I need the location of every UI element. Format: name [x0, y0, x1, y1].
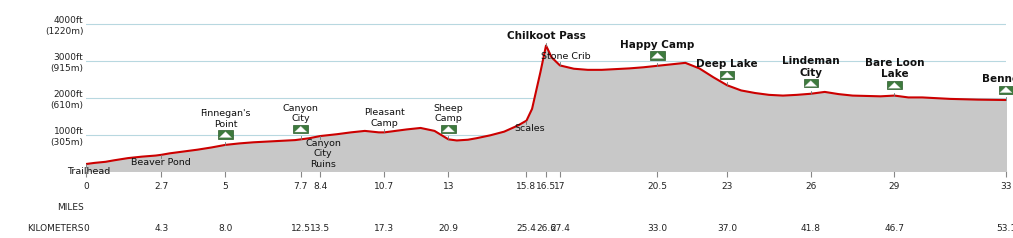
- Text: Deep Lake: Deep Lake: [696, 59, 758, 69]
- Polygon shape: [295, 126, 307, 132]
- Text: Lindeman
City: Lindeman City: [782, 56, 840, 78]
- Polygon shape: [804, 81, 816, 86]
- Text: Canyon
City: Canyon City: [283, 104, 319, 123]
- Text: MILES: MILES: [58, 203, 84, 212]
- Text: Sheep
Camp: Sheep Camp: [434, 104, 463, 123]
- Text: Bare Loon
Lake: Bare Loon Lake: [865, 58, 924, 79]
- Text: 53.1: 53.1: [996, 224, 1013, 233]
- Text: Trailhead: Trailhead: [67, 167, 110, 176]
- Text: Chilkoot Pass: Chilkoot Pass: [506, 31, 586, 41]
- Text: Bennett: Bennett: [983, 74, 1013, 84]
- Text: 12.5: 12.5: [291, 224, 311, 233]
- Text: 0: 0: [83, 224, 89, 233]
- Text: 33.0: 33.0: [647, 224, 668, 233]
- Text: 27.4: 27.4: [550, 224, 570, 233]
- FancyBboxPatch shape: [294, 125, 308, 133]
- FancyBboxPatch shape: [720, 71, 734, 79]
- Text: Finnegan's
Point: Finnegan's Point: [201, 109, 251, 129]
- FancyBboxPatch shape: [650, 51, 665, 60]
- FancyBboxPatch shape: [803, 79, 819, 87]
- Text: 8.0: 8.0: [218, 224, 233, 233]
- FancyBboxPatch shape: [999, 86, 1013, 94]
- Polygon shape: [443, 126, 455, 132]
- FancyBboxPatch shape: [442, 125, 456, 133]
- Polygon shape: [721, 72, 733, 78]
- Text: Stone Crib: Stone Crib: [541, 52, 591, 61]
- Text: 13.5: 13.5: [310, 224, 330, 233]
- Text: Pleasant
Camp: Pleasant Camp: [364, 108, 405, 128]
- Text: 25.4: 25.4: [517, 224, 537, 233]
- Polygon shape: [1000, 87, 1012, 93]
- Text: 37.0: 37.0: [717, 224, 737, 233]
- Text: 17.3: 17.3: [374, 224, 394, 233]
- FancyBboxPatch shape: [887, 81, 902, 89]
- Text: 41.8: 41.8: [801, 224, 821, 233]
- Text: 26.6: 26.6: [536, 224, 556, 233]
- Text: 4.3: 4.3: [154, 224, 168, 233]
- Text: Beaver Pond: Beaver Pond: [132, 158, 191, 167]
- Polygon shape: [220, 132, 232, 138]
- Text: Happy Camp: Happy Camp: [620, 40, 695, 50]
- Text: Canyon
City
Ruins: Canyon City Ruins: [305, 139, 341, 169]
- FancyBboxPatch shape: [218, 130, 233, 139]
- Text: 46.7: 46.7: [884, 224, 905, 233]
- Polygon shape: [888, 82, 901, 88]
- Text: 20.9: 20.9: [439, 224, 459, 233]
- Text: KILOMETERS: KILOMETERS: [27, 224, 84, 233]
- Text: Scales: Scales: [514, 124, 545, 133]
- Polygon shape: [651, 53, 664, 59]
